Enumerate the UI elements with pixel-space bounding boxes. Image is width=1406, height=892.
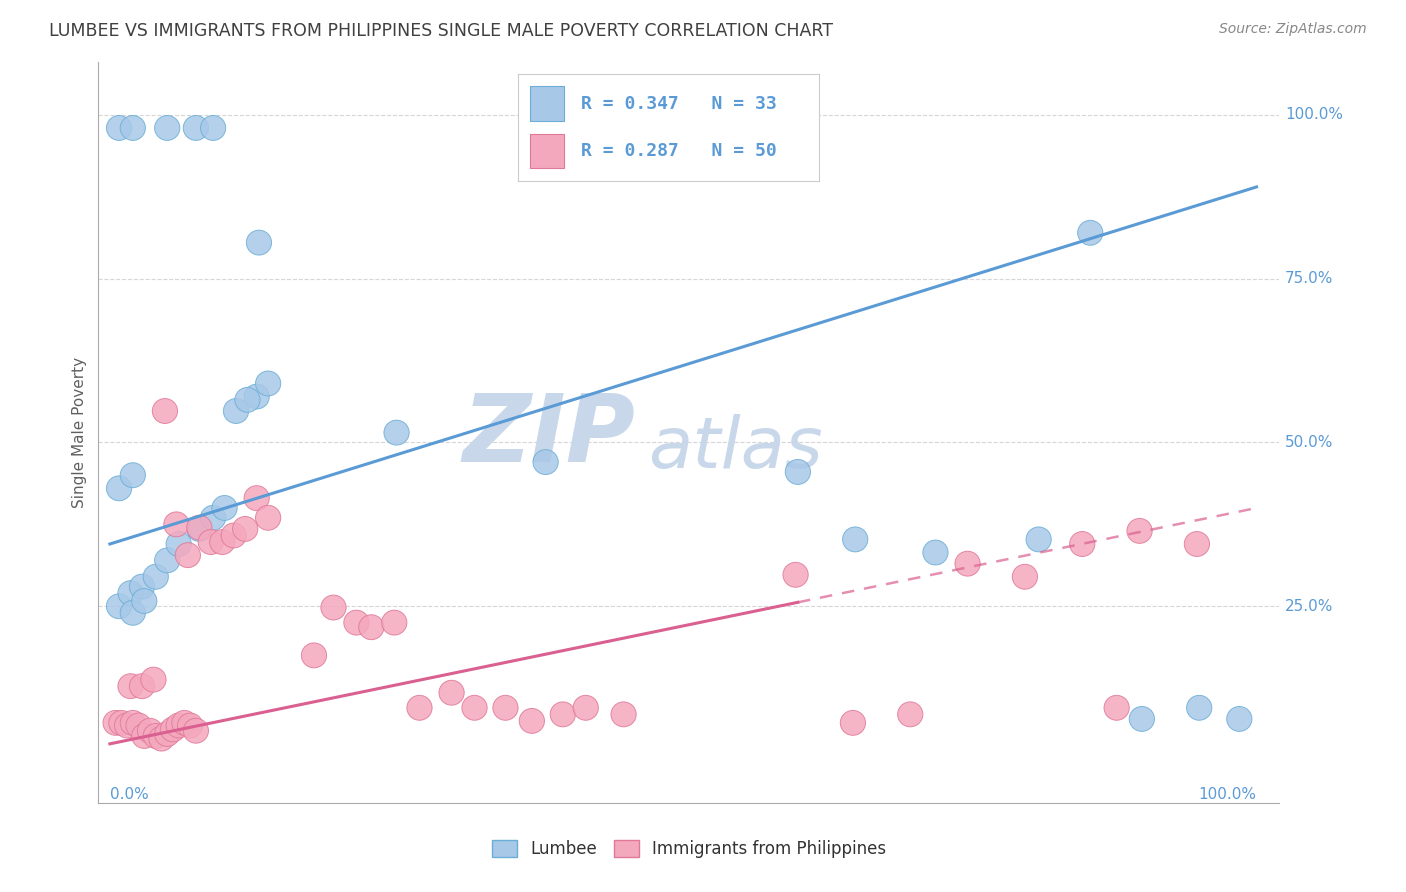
Ellipse shape xyxy=(107,594,132,619)
Ellipse shape xyxy=(955,551,980,576)
Ellipse shape xyxy=(897,702,922,727)
Ellipse shape xyxy=(120,710,145,735)
Ellipse shape xyxy=(118,673,143,698)
Text: ZIP: ZIP xyxy=(463,391,636,483)
Ellipse shape xyxy=(120,463,145,488)
Ellipse shape xyxy=(550,702,575,727)
Ellipse shape xyxy=(120,115,145,140)
Text: 50.0%: 50.0% xyxy=(1285,435,1333,450)
Ellipse shape xyxy=(256,506,281,530)
Ellipse shape xyxy=(256,371,281,396)
Ellipse shape xyxy=(381,610,406,635)
Ellipse shape xyxy=(232,516,257,541)
Ellipse shape xyxy=(152,399,177,424)
Text: 100.0%: 100.0% xyxy=(1285,107,1343,122)
Ellipse shape xyxy=(155,722,180,747)
Ellipse shape xyxy=(107,475,132,500)
Ellipse shape xyxy=(114,713,139,738)
Ellipse shape xyxy=(107,115,132,140)
Text: 0.0%: 0.0% xyxy=(110,788,149,803)
Ellipse shape xyxy=(143,723,169,748)
Ellipse shape xyxy=(612,702,636,727)
Ellipse shape xyxy=(163,512,188,537)
Ellipse shape xyxy=(246,230,271,255)
Ellipse shape xyxy=(1187,696,1212,720)
Ellipse shape xyxy=(224,399,249,424)
Ellipse shape xyxy=(519,708,544,733)
Ellipse shape xyxy=(183,718,208,743)
Ellipse shape xyxy=(160,717,186,742)
Ellipse shape xyxy=(1129,706,1154,731)
Ellipse shape xyxy=(155,548,180,573)
Ellipse shape xyxy=(1077,220,1102,245)
Text: 100.0%: 100.0% xyxy=(1198,788,1257,803)
Text: LUMBEE VS IMMIGRANTS FROM PHILIPPINES SINGLE MALE POVERTY CORRELATION CHART: LUMBEE VS IMMIGRANTS FROM PHILIPPINES SI… xyxy=(49,22,834,40)
Ellipse shape xyxy=(1070,532,1095,557)
Ellipse shape xyxy=(1128,518,1152,543)
Ellipse shape xyxy=(176,542,201,567)
Ellipse shape xyxy=(177,713,202,738)
Ellipse shape xyxy=(1184,532,1209,557)
Ellipse shape xyxy=(166,532,191,557)
Ellipse shape xyxy=(533,450,558,475)
Ellipse shape xyxy=(841,710,866,735)
Text: 75.0%: 75.0% xyxy=(1285,271,1333,286)
Ellipse shape xyxy=(494,696,517,720)
Ellipse shape xyxy=(129,673,155,698)
Ellipse shape xyxy=(198,530,224,555)
Y-axis label: Single Male Poverty: Single Male Poverty xyxy=(72,357,87,508)
Ellipse shape xyxy=(141,667,166,692)
Text: Source: ZipAtlas.com: Source: ZipAtlas.com xyxy=(1219,22,1367,37)
Ellipse shape xyxy=(103,710,128,735)
Ellipse shape xyxy=(384,420,409,445)
Ellipse shape xyxy=(183,115,208,140)
Ellipse shape xyxy=(245,384,270,409)
Ellipse shape xyxy=(201,506,226,530)
Ellipse shape xyxy=(143,565,169,590)
Ellipse shape xyxy=(842,527,868,552)
Ellipse shape xyxy=(786,459,810,484)
Ellipse shape xyxy=(127,713,152,738)
Ellipse shape xyxy=(129,574,155,599)
Ellipse shape xyxy=(1104,696,1129,720)
Text: 25.0%: 25.0% xyxy=(1285,599,1333,614)
Ellipse shape xyxy=(359,615,384,640)
Ellipse shape xyxy=(209,530,235,555)
Text: atlas: atlas xyxy=(648,415,823,483)
Ellipse shape xyxy=(321,595,346,620)
Ellipse shape xyxy=(149,726,174,751)
Ellipse shape xyxy=(212,496,238,520)
Ellipse shape xyxy=(187,516,212,540)
Ellipse shape xyxy=(1012,565,1038,590)
Ellipse shape xyxy=(172,710,197,735)
Ellipse shape xyxy=(439,681,464,706)
Ellipse shape xyxy=(166,713,191,738)
Ellipse shape xyxy=(574,696,599,720)
Ellipse shape xyxy=(155,115,180,140)
Ellipse shape xyxy=(187,516,212,541)
Ellipse shape xyxy=(235,387,260,412)
Ellipse shape xyxy=(120,600,145,625)
Ellipse shape xyxy=(201,115,226,140)
Ellipse shape xyxy=(1226,706,1251,731)
Ellipse shape xyxy=(301,643,326,668)
Ellipse shape xyxy=(245,485,270,510)
Ellipse shape xyxy=(118,581,143,606)
Ellipse shape xyxy=(132,723,157,748)
Ellipse shape xyxy=(1026,527,1052,552)
Ellipse shape xyxy=(344,610,368,635)
Ellipse shape xyxy=(783,562,808,587)
Ellipse shape xyxy=(132,589,157,614)
Ellipse shape xyxy=(221,523,246,548)
Ellipse shape xyxy=(406,696,432,720)
Ellipse shape xyxy=(922,540,948,565)
Legend: Lumbee, Immigrants from Philippines: Lumbee, Immigrants from Philippines xyxy=(485,833,893,865)
Ellipse shape xyxy=(463,696,486,720)
Ellipse shape xyxy=(138,718,163,743)
Ellipse shape xyxy=(108,710,134,735)
